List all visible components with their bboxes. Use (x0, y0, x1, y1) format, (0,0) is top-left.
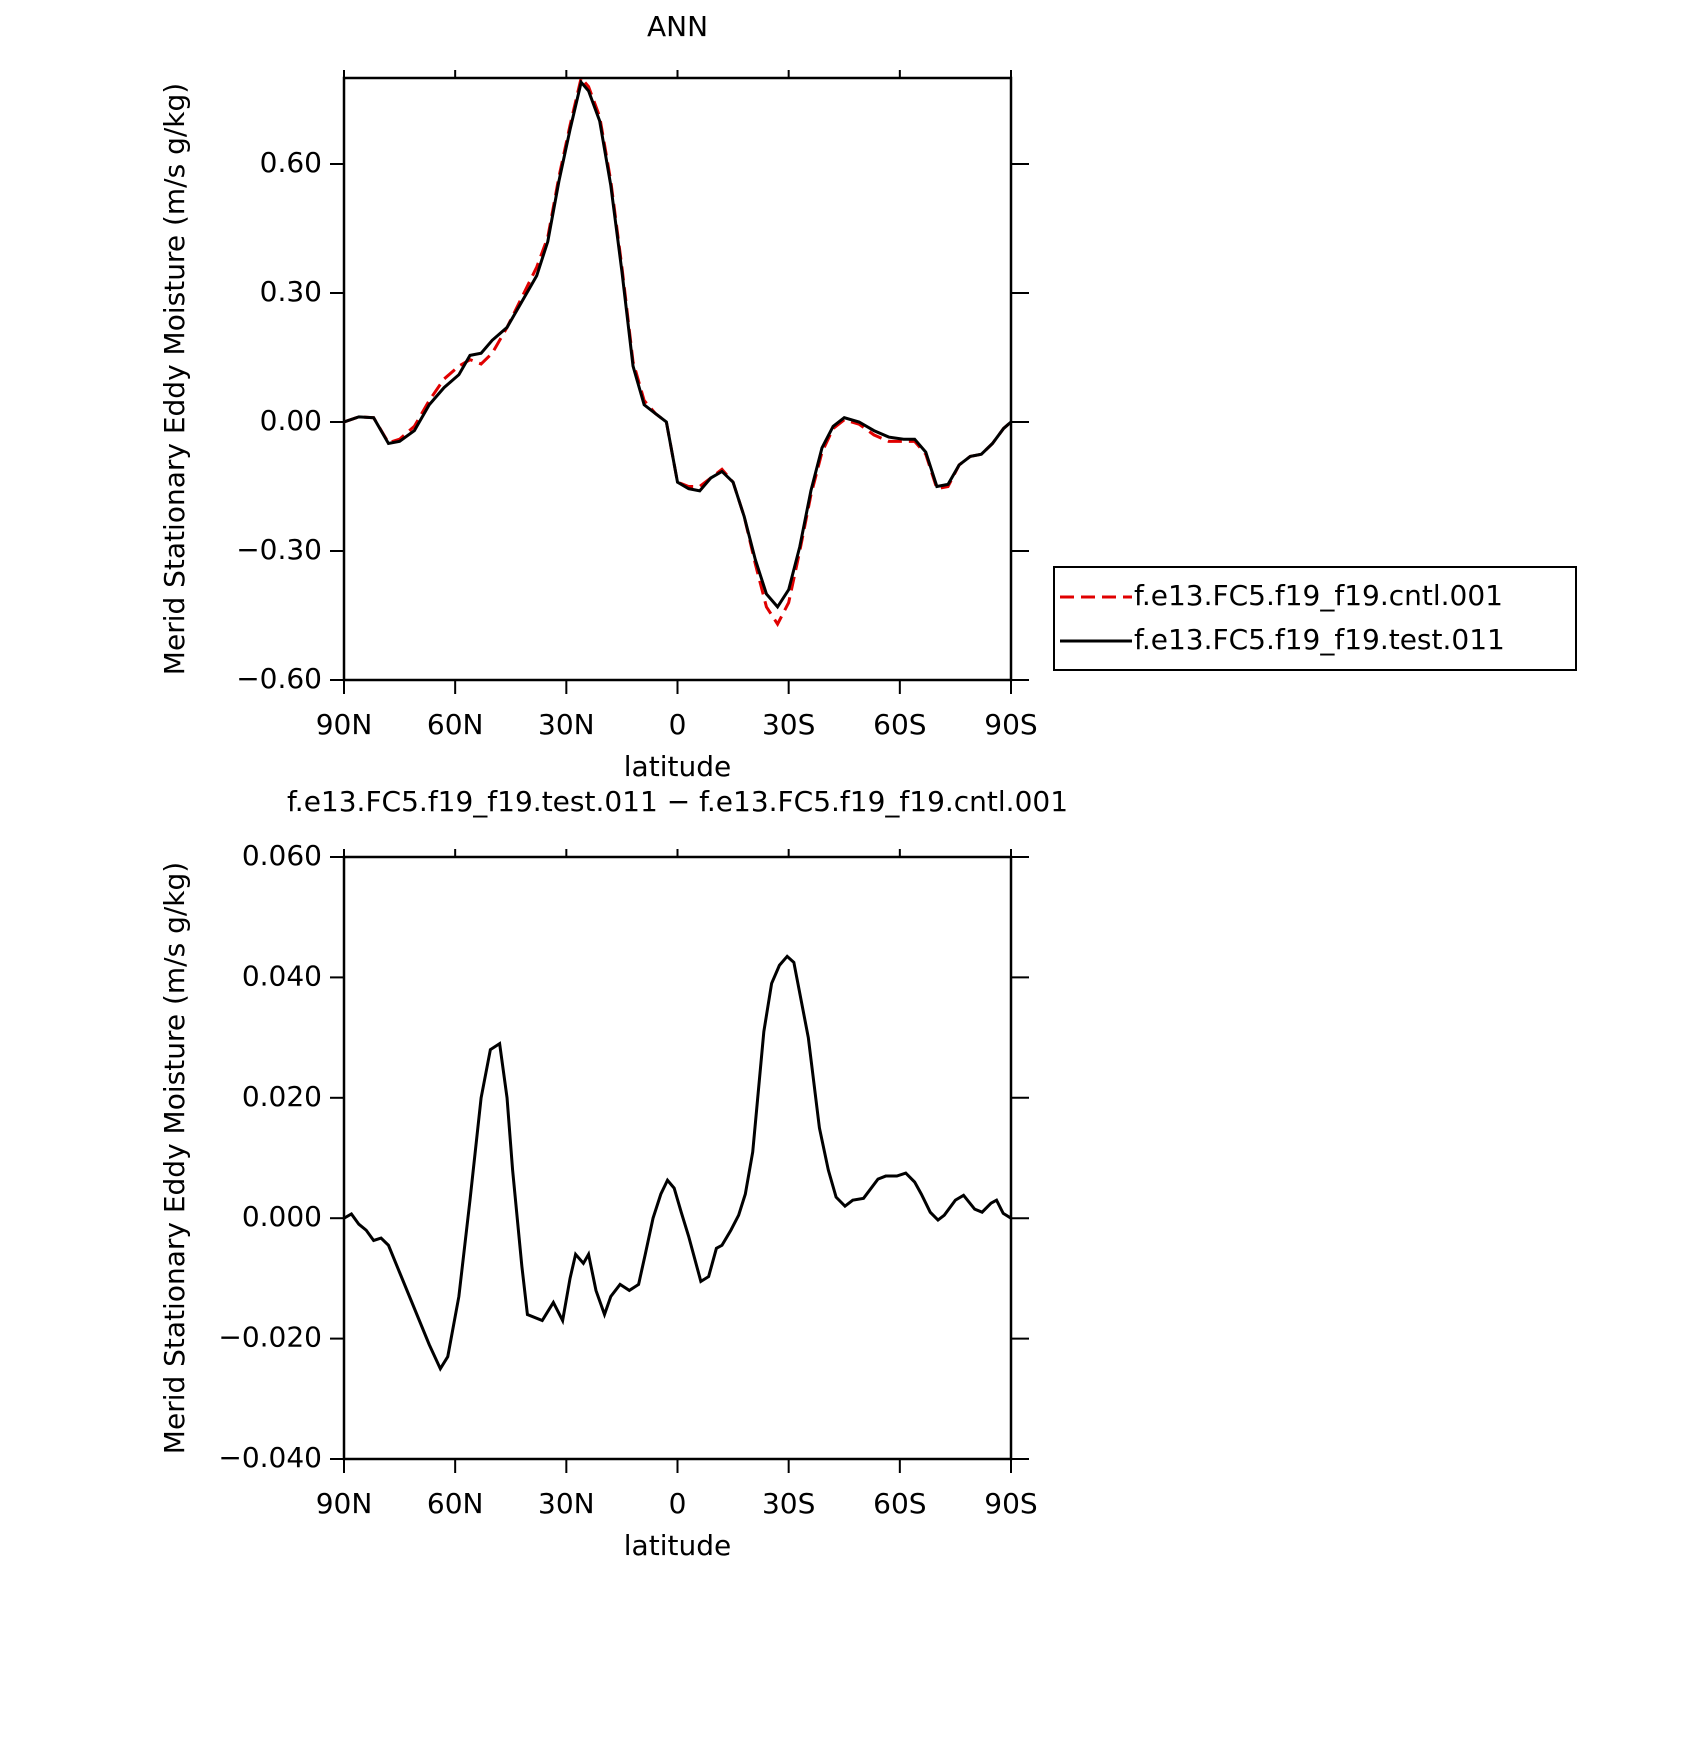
y-axis-label: Merid Stationary Eddy Moisture (m/s g/kg… (158, 83, 191, 675)
x-tick-label: 60N (427, 1487, 484, 1520)
chart-title: f.e13.FC5.f19_f19.test.011 − f.e13.FC5.f… (287, 785, 1068, 818)
y-tick-label: 0.30 (260, 275, 322, 308)
y-tick-label: 0.040 (242, 959, 322, 992)
y-tick-label: 0.60 (260, 146, 322, 179)
x-tick-label: 60N (427, 708, 484, 741)
legend-box (1053, 566, 1577, 671)
y-tick-label: −0.30 (236, 533, 322, 566)
x-tick-label: 30N (538, 1487, 595, 1520)
x-tick-label: 30S (762, 1487, 815, 1520)
x-tick-label: 30N (538, 708, 595, 741)
plot-frame (342, 855, 1013, 1461)
x-tick-label: 0 (669, 1487, 687, 1520)
chart-title: ANN (647, 10, 708, 43)
x-tick-label: 30S (762, 708, 815, 741)
y-axis-label: Merid Stationary Eddy Moisture (m/s g/kg… (158, 862, 191, 1454)
x-tick-label: 60S (873, 1487, 926, 1520)
y-tick-label: −0.020 (218, 1321, 322, 1354)
x-tick-label: 90N (316, 1487, 373, 1520)
y-tick-label: −0.040 (218, 1441, 322, 1474)
x-tick-label: 90S (984, 708, 1037, 741)
x-tick-label: 60S (873, 708, 926, 741)
x-axis-label: latitude (624, 750, 731, 783)
y-tick-label: 0.00 (260, 404, 322, 437)
data-line (344, 78, 1011, 628)
x-tick-label: 90N (316, 708, 373, 741)
y-tick-label: 0.000 (242, 1200, 322, 1233)
y-tick-label: −0.60 (236, 662, 322, 695)
y-tick-label: 0.020 (242, 1080, 322, 1113)
x-axis-label: latitude (624, 1529, 731, 1562)
legend-label: f.e13.FC5.f19_f19.cntl.001 (1134, 579, 1503, 612)
x-tick-label: 90S (984, 1487, 1037, 1520)
plot-frame (342, 76, 1013, 682)
data-line (344, 79, 1011, 610)
x-tick-label: 0 (669, 708, 687, 741)
data-line (344, 954, 1011, 1372)
legend-label: f.e13.FC5.f19_f19.test.011 (1134, 623, 1505, 656)
y-tick-label: 0.060 (242, 839, 322, 872)
